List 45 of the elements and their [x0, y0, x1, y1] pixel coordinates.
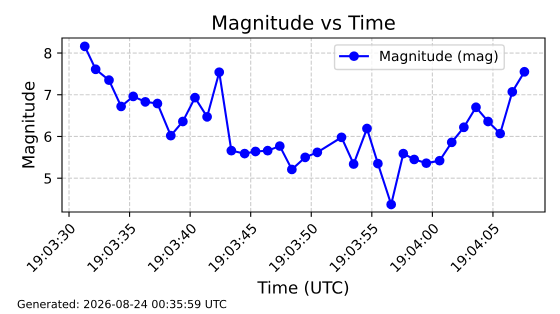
point	[152, 98, 162, 108]
y-axis-title: Magnitude	[22, 82, 38, 168]
text: Generated: 2026-08-24 00:35:59 UTC	[18, 300, 226, 308]
y-tick-label: 7	[44, 90, 52, 100]
point	[446, 137, 457, 148]
point	[190, 92, 200, 103]
point	[373, 158, 383, 168]
point	[471, 102, 481, 112]
point	[348, 159, 358, 169]
point	[434, 156, 444, 166]
point	[250, 146, 260, 156]
point	[286, 164, 297, 174]
point	[507, 86, 518, 97]
point	[362, 124, 372, 134]
point	[214, 67, 224, 78]
point	[409, 154, 420, 164]
point	[116, 102, 126, 112]
point	[202, 112, 212, 122]
point	[140, 96, 150, 107]
point	[459, 122, 469, 132]
y-tick-label: 6	[44, 131, 52, 142]
legend-label: Magnitude (mag)	[380, 50, 498, 64]
point	[90, 64, 101, 74]
point	[104, 75, 114, 86]
point	[226, 146, 236, 156]
y-tick-label: 8	[44, 48, 52, 58]
point	[80, 41, 90, 52]
point	[262, 146, 273, 156]
point	[178, 116, 188, 126]
point	[240, 148, 250, 158]
point	[274, 141, 285, 151]
point	[336, 132, 346, 142]
point	[421, 158, 432, 168]
point	[520, 66, 530, 77]
point	[483, 116, 493, 126]
point	[386, 200, 396, 210]
y-tick-label: 5	[44, 173, 52, 184]
point	[312, 147, 322, 158]
point	[300, 152, 310, 162]
x-axis-title: Time (UTC)	[257, 280, 348, 296]
point	[128, 92, 138, 102]
point	[398, 148, 408, 158]
point	[166, 130, 176, 140]
chart-title: Magnitude vs Time	[213, 14, 395, 34]
point	[495, 128, 506, 138]
